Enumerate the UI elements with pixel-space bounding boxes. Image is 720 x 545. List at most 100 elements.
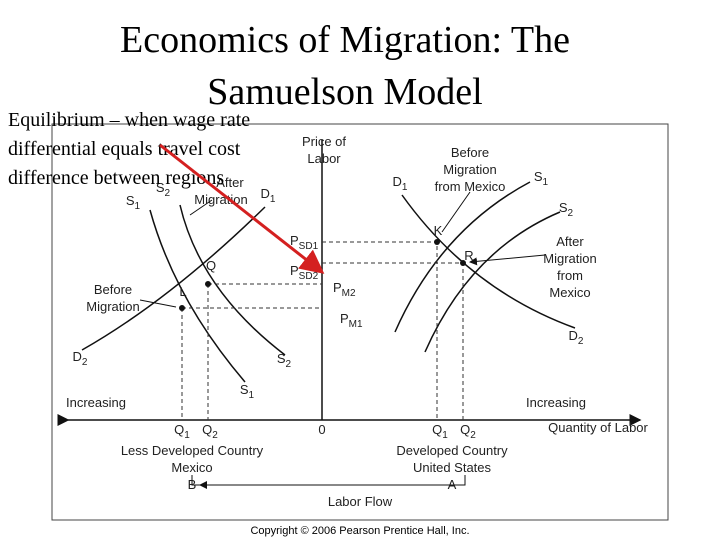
point	[179, 305, 185, 311]
label-subscript: 2	[212, 430, 218, 441]
diagram-label: Q	[206, 258, 216, 273]
annotation: difference between regions	[8, 167, 224, 189]
label-subscript: 2	[470, 430, 476, 441]
title: Samuelson Model	[207, 71, 482, 113]
label-subscript: 1	[249, 390, 255, 401]
label-subscript: 2	[568, 208, 574, 219]
demand-curve	[401, 194, 576, 329]
diagram-label: PSD1	[290, 233, 319, 252]
label-text: Q	[206, 258, 216, 273]
label-text: from Mexico	[435, 179, 506, 194]
point	[434, 239, 440, 245]
label-text: Q	[174, 422, 184, 437]
label-text: Before	[94, 282, 132, 297]
diagram-label: Developed Country	[396, 443, 508, 458]
diagram-label: United States	[413, 460, 492, 475]
label-text: 0	[318, 422, 325, 437]
diagram-label: Quantity of Labor	[548, 420, 648, 435]
diagram-label: PM2	[333, 280, 356, 299]
label-text: S	[534, 169, 543, 184]
annotation-arrow	[159, 143, 325, 274]
diagram-label: D2	[73, 349, 88, 368]
diagram-label: D1	[261, 186, 276, 205]
diagram-label: Labor	[307, 151, 341, 166]
diagram-label: Q2	[202, 422, 218, 441]
label-text: A	[448, 477, 457, 492]
supply-curve	[424, 211, 561, 353]
label-subscript: 2	[578, 336, 584, 347]
diagram-label: Less Developed Country	[121, 443, 264, 458]
annotation: Equilibrium – when wage rate	[8, 109, 250, 131]
diagram-label: L	[179, 284, 186, 299]
label-text: Q	[432, 422, 442, 437]
label-text: B	[188, 477, 197, 492]
diagram-label: Q1	[174, 422, 190, 441]
diagram-label: Q2	[460, 422, 476, 441]
label-text: Mexico	[549, 285, 590, 300]
diagram-label: Labor Flow	[328, 494, 393, 509]
pointer-arrow	[139, 191, 546, 308]
label-subscript: M1	[349, 319, 363, 330]
label-text: United States	[413, 460, 492, 475]
label-text: Labor	[307, 151, 341, 166]
diagram-label: After	[556, 234, 584, 249]
diagram-label: Migration	[86, 299, 139, 314]
demand-curve	[81, 206, 266, 351]
label-text: P	[340, 311, 349, 326]
diagram-label: D1	[393, 174, 408, 193]
label-text: Q	[202, 422, 212, 437]
diagram-label: Migration	[543, 251, 596, 266]
supply-curve	[394, 181, 531, 333]
diagram-label: 0	[318, 422, 325, 437]
supply-curve	[149, 209, 246, 383]
label-text: After	[556, 234, 584, 249]
label-text: S	[126, 193, 135, 208]
label-subscript: SD1	[299, 241, 319, 252]
diagram-label: Before	[94, 282, 132, 297]
label-text: D	[73, 349, 82, 364]
label-text: Mexico	[171, 460, 212, 475]
label-subscript: 1	[402, 182, 408, 193]
guide-lines	[181, 241, 464, 420]
label-text: Increasing	[66, 395, 126, 410]
copyright: Copyright © 2006 Pearson Prentice Hall, …	[250, 525, 469, 537]
label-text: S	[156, 180, 165, 195]
diagram-label: Q1	[432, 422, 448, 441]
diagram-label: Increasing	[526, 395, 586, 410]
label-text: P	[290, 233, 299, 248]
label-text: Q	[460, 422, 470, 437]
diagram-label: from Mexico	[435, 179, 506, 194]
diagram-label: S2	[559, 200, 574, 219]
label-text: Increasing	[526, 395, 586, 410]
label-text: Migration	[543, 251, 596, 266]
label-text: Migration	[443, 162, 496, 177]
diagram-label: R	[464, 248, 473, 263]
diagram-label: S1	[534, 169, 549, 188]
diagram-label: Price of	[302, 134, 346, 149]
label-subscript: 1	[270, 194, 276, 205]
label-subscript: 1	[184, 430, 190, 441]
diagram-label: B	[188, 477, 197, 492]
label-subscript: 1	[543, 177, 549, 188]
label-text: K	[434, 223, 443, 238]
diagram-frame	[51, 123, 669, 521]
label-subscript: 2	[286, 359, 292, 370]
label-text: L	[179, 284, 186, 299]
diagram-label: PM1	[340, 311, 363, 330]
diagram-label: K	[434, 223, 443, 238]
label-text: After	[216, 175, 244, 190]
diagram-label: S2	[156, 180, 171, 199]
label-subscript: 1	[135, 201, 141, 212]
annotation: differential equals travel cost	[8, 138, 241, 160]
diagram-label: Increasing	[66, 395, 126, 410]
label-text: P	[333, 280, 342, 295]
label-text: Price of	[302, 134, 346, 149]
supply-curve	[179, 204, 286, 356]
diagram-label: from	[557, 268, 583, 283]
label-text: S	[240, 382, 249, 397]
label-text: R	[464, 248, 473, 263]
label-text: Less Developed Country	[121, 443, 264, 458]
label-text: Quantity of Labor	[548, 420, 648, 435]
label-text: Migration	[86, 299, 139, 314]
